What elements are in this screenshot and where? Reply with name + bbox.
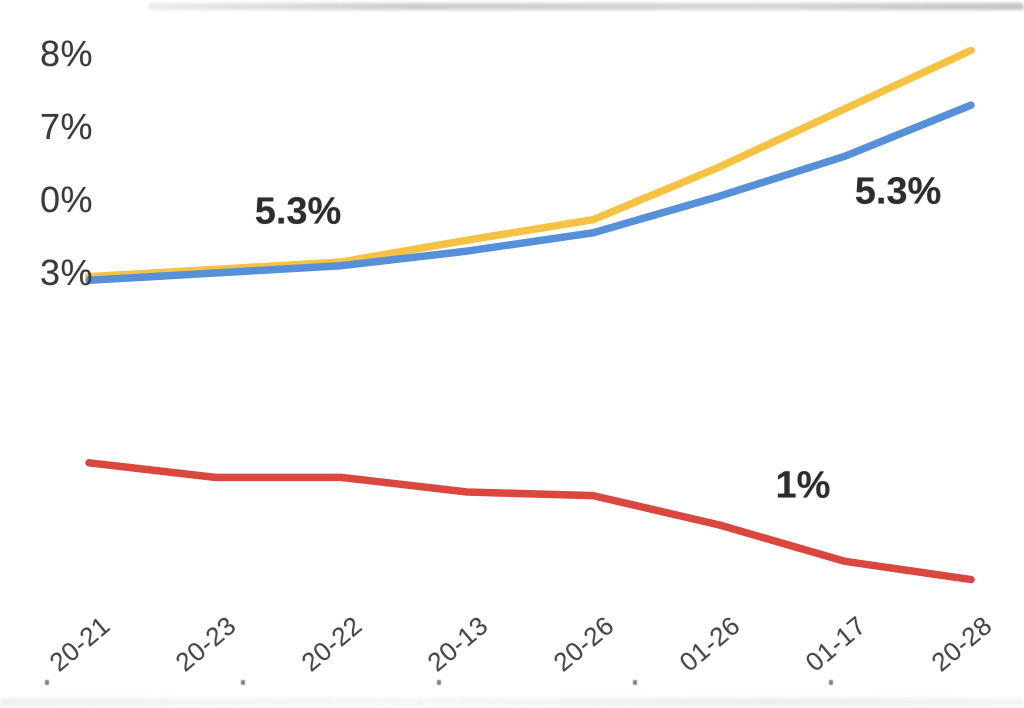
axis-tick-artifact (633, 680, 637, 685)
blue-line-path (85, 101, 975, 285)
y-tick-label: 8% (40, 33, 94, 74)
scan-artifact-top (148, 3, 1024, 10)
y-tick-label: 7% (40, 106, 94, 147)
data-label: 1% (775, 464, 831, 507)
scan-artifact-bottom (0, 698, 1024, 706)
y-tick-label: 3% (40, 252, 94, 293)
axis-tick-artifact (45, 680, 49, 685)
axis-tick-artifact (241, 680, 245, 685)
red-line-path (85, 459, 975, 584)
data-label: 5.3% (254, 190, 342, 233)
y-tick-label: 0% (40, 179, 94, 220)
data-label: 5.3% (854, 170, 942, 213)
axis-tick-artifact (829, 680, 833, 685)
axis-tick-artifact (437, 680, 441, 685)
